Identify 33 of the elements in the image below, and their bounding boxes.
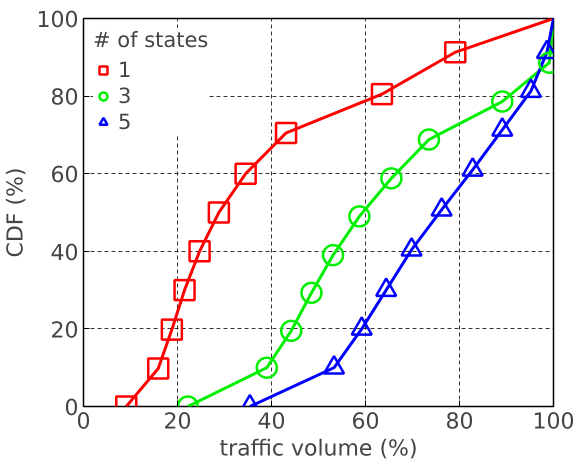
point bbox=[348, 205, 371, 228]
y-tick-label: 100 bbox=[36, 8, 79, 33]
point bbox=[234, 162, 257, 185]
point bbox=[173, 278, 196, 302]
point bbox=[444, 41, 467, 64]
point bbox=[300, 282, 323, 304]
x-tick-label: 100 bbox=[532, 410, 575, 434]
y-tick-label: 80 bbox=[50, 86, 79, 111]
point bbox=[188, 240, 211, 263]
x-tick-label: 60 bbox=[352, 410, 380, 434]
legend-label: 1 bbox=[118, 57, 132, 83]
y-tick-label: 40 bbox=[50, 240, 79, 266]
point bbox=[491, 90, 514, 113]
x-axis-title: traffic volume (%) bbox=[219, 436, 418, 462]
legend-label: 5 bbox=[118, 109, 132, 135]
point bbox=[370, 82, 394, 106]
point bbox=[160, 318, 184, 341]
x-tick-label: 40 bbox=[258, 410, 286, 434]
point bbox=[418, 128, 440, 151]
point bbox=[380, 167, 403, 190]
point bbox=[280, 320, 302, 342]
x-tick-label: 80 bbox=[446, 410, 474, 434]
legend-label: 3 bbox=[118, 83, 132, 109]
x-tick-label: 20 bbox=[164, 410, 192, 434]
y-tick-label: 60 bbox=[50, 163, 79, 188]
legend-title: # of states bbox=[93, 28, 208, 52]
point bbox=[208, 201, 230, 224]
point bbox=[256, 356, 278, 379]
y-axis-title: CDF (%) bbox=[4, 167, 29, 258]
point bbox=[274, 122, 298, 144]
y-tick-label: 20 bbox=[50, 318, 79, 344]
point bbox=[146, 357, 170, 380]
point bbox=[322, 244, 344, 266]
